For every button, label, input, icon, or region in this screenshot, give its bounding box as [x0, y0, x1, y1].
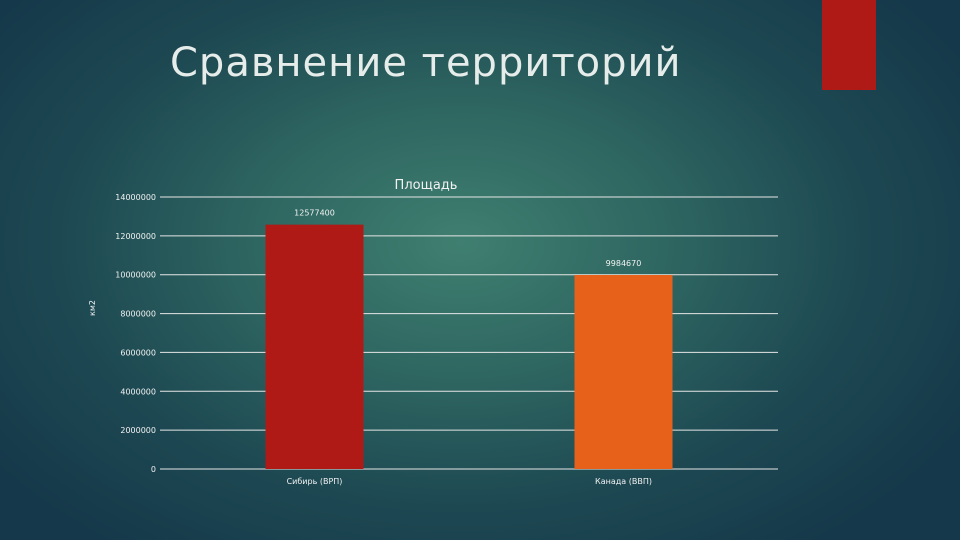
accent-block: [822, 0, 876, 90]
y-axis-label: км2: [88, 300, 97, 316]
y-tick-labels: 0 2000000 4000000 6000000 8000000 10000000 120…: [115, 193, 156, 474]
data-label: 9984670: [606, 259, 642, 268]
y-tick-label: 0: [151, 465, 156, 474]
chart-title: Площадь: [395, 178, 458, 193]
y-tick-label: 12000000: [115, 232, 156, 241]
slide-title: Сравнение территорий: [170, 40, 682, 86]
y-tick-label: 10000000: [115, 271, 156, 280]
bars: [265, 224, 673, 469]
y-tick-label: 8000000: [120, 310, 156, 319]
y-tick-label: 6000000: [120, 348, 156, 357]
gridlines: [160, 196, 778, 470]
x-tick-label: Канада (ВВП): [595, 477, 652, 486]
x-tick-labels: Сибирь (ВРП) Канада (ВВП): [287, 477, 652, 486]
x-tick-label: Сибирь (ВРП): [287, 477, 343, 486]
bar: [574, 275, 673, 469]
y-tick-label: 4000000: [120, 387, 156, 396]
data-labels: 12577400 9984670: [294, 209, 641, 268]
y-tick-label: 2000000: [120, 426, 156, 435]
bar: [265, 224, 364, 469]
data-label: 12577400: [294, 209, 335, 218]
y-tick-label: 14000000: [115, 193, 156, 202]
